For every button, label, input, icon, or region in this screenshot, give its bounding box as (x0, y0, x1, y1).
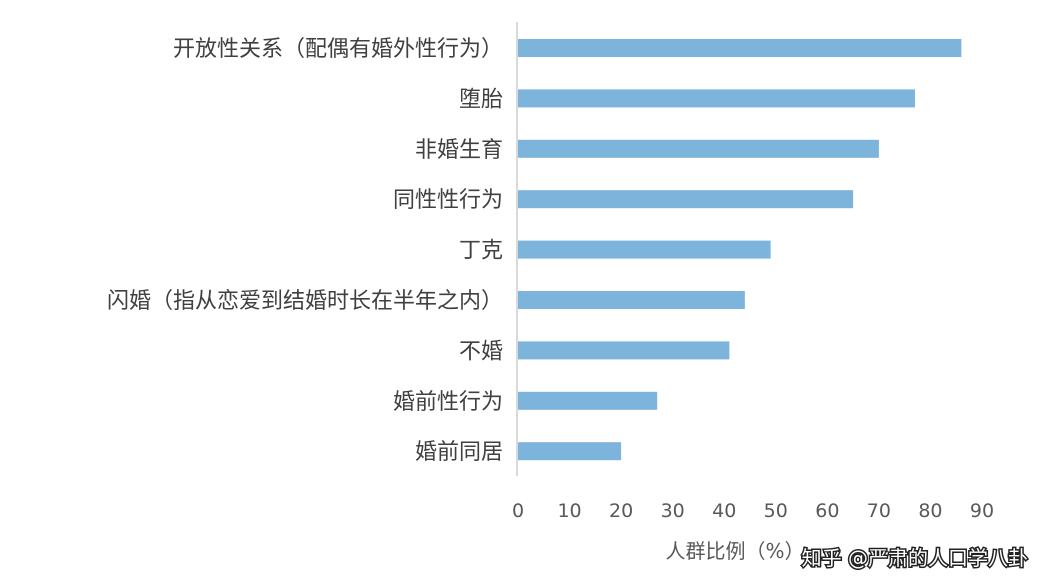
category-label-4: 丁克 (459, 239, 503, 264)
x-tick-label-0: 0 (512, 500, 524, 522)
bar-6 (518, 341, 730, 360)
x-tick-label-10: 10 (557, 500, 581, 522)
x-tick-label-50: 50 (764, 500, 788, 522)
category-label-1: 堕胎 (459, 87, 503, 112)
x-tick-labels: 0 10 20 30 40 50 60 70 80 90 (512, 500, 994, 522)
bar-5 (518, 291, 745, 309)
bar-8 (518, 442, 622, 461)
watermark: 知乎 @严肃的人口学八卦 (802, 546, 1028, 570)
bar-4 (518, 240, 771, 259)
category-label-2: 非婚生育 (415, 138, 503, 163)
category-label-3: 同性性行为 (393, 188, 503, 213)
bar-3 (518, 190, 854, 209)
category-label-7: 婚前性行为 (393, 390, 503, 415)
x-tick-label-40: 40 (712, 500, 736, 522)
bar-7 (518, 391, 658, 410)
bar-2 (518, 139, 879, 158)
bar-1 (518, 89, 915, 108)
category-label-0: 开放性关系（配偶有婚外性行为） (173, 37, 503, 62)
x-tick-label-90: 90 (970, 500, 994, 522)
category-label-5: 闪婚（指从恋爱到结婚时长在半年之内） (107, 289, 503, 314)
bar-0 (518, 39, 962, 57)
bars-group (518, 39, 962, 461)
x-tick-label-70: 70 (867, 500, 891, 522)
x-tick-label-20: 20 (609, 500, 633, 522)
x-axis-title: 人群比例（%） (665, 539, 804, 563)
x-tick-label-80: 80 (918, 500, 942, 522)
x-tick-label-60: 60 (815, 500, 839, 522)
category-labels: 开放性关系（配偶有婚外性行为） 堕胎非婚生育同性性行为丁克闪婚（指从恋爱到结婚时长… (107, 37, 503, 465)
category-label-8: 婚前同居 (415, 440, 503, 465)
category-label-6: 不婚 (459, 339, 503, 364)
x-tick-label-30: 30 (661, 500, 685, 522)
